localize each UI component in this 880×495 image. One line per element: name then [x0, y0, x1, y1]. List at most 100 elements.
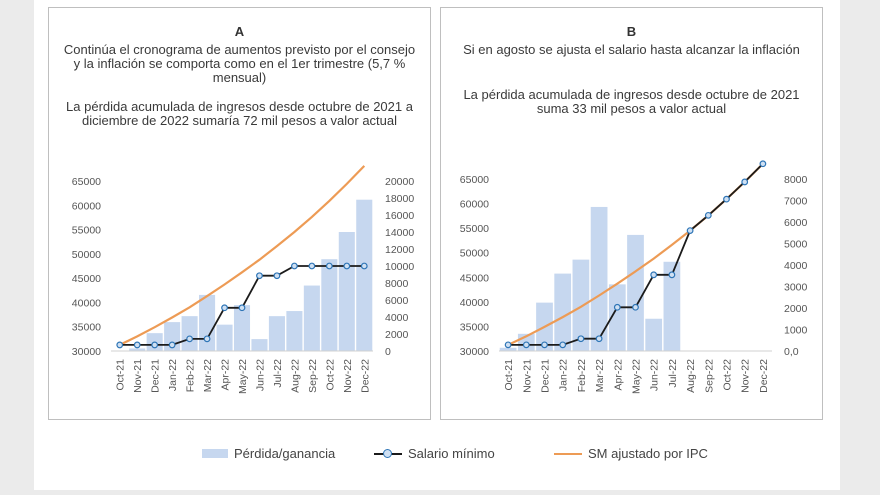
- chart-a-salario-point: [360, 262, 368, 270]
- chart-a-salario-point: [325, 262, 333, 270]
- chart-b-category-label: Dec-22: [758, 359, 770, 393]
- chart-b-right-tick: 7000: [784, 196, 808, 208]
- chart-a-category-label: Mar-22: [202, 359, 214, 392]
- chart-b-salario-point: [522, 341, 530, 349]
- chart-b-category-label: Nov-21: [521, 359, 533, 393]
- chart-b-salario-point: [577, 335, 585, 343]
- chart-a-category-label: Nov-22: [342, 359, 354, 393]
- chart-a-category-label: Jul-22: [272, 359, 284, 388]
- chart-b-salario-point: [613, 303, 621, 311]
- chart-legend: Pérdida/ganancia Salario mínimo SM ajust…: [34, 446, 840, 466]
- chart-b-salario-point: [668, 271, 676, 279]
- chart-a-right-tick: 8000: [385, 278, 409, 290]
- chart-a-bar-apr-22: [216, 324, 233, 351]
- chart-a-category-label: Apr-22: [220, 359, 232, 391]
- chart-b-bar-may-22: [627, 234, 644, 351]
- legend-label-perdida: Pérdida/ganancia: [234, 446, 336, 461]
- chart-a-bar-aug-22: [286, 311, 303, 351]
- chart-a-right-tick: 18000: [385, 193, 414, 205]
- chart-a-right-tick: 14000: [385, 227, 414, 239]
- chart-b-category-label: Nov-22: [740, 359, 752, 393]
- chart-a-category-label: Jun-22: [254, 359, 266, 391]
- chart-b-right-tick: 6000: [784, 217, 808, 229]
- chart-a-bar-mar-22: [199, 294, 216, 351]
- chart-b-bar-mar-22: [590, 206, 608, 351]
- chart-a-salario-point: [186, 335, 194, 343]
- chart-b-left-tick: 35000: [460, 321, 489, 333]
- chart-b-bar-jul-22: [663, 261, 681, 351]
- chart-b-category-label: Aug-22: [685, 359, 697, 393]
- panel-b: B Si en agosto se ajusta el salario hast…: [440, 7, 823, 420]
- chart-b-salario-point: [741, 178, 749, 186]
- chart-a-category-label: Sep-22: [307, 359, 319, 393]
- chart-a-bar-feb-22: [181, 316, 198, 351]
- panel-b-loss-text: La pérdida acumulada de ingresos desde o…: [463, 87, 800, 116]
- chart-a-left-tick: 40000: [72, 297, 101, 309]
- chart-b-salario-point: [723, 195, 730, 203]
- panel-b-title: B: [626, 24, 637, 39]
- chart-a-category-label: Oct-21: [115, 359, 127, 391]
- chart-a-sm-ajustado-line: [119, 165, 366, 346]
- legend-swatch-sm: [554, 449, 582, 459]
- panel-a-scenario-text: Continúa el cronograma de aumentos previ…: [63, 42, 416, 85]
- chart-a-salario-point: [238, 304, 246, 312]
- chart-a-left-tick: 45000: [72, 273, 101, 285]
- chart-a-category-label: Oct-22: [324, 359, 336, 391]
- chart-b: 6500060000550005000045000400003500030000…: [460, 160, 808, 394]
- chart-b-salario-point: [650, 271, 658, 279]
- chart-a-category-label: May-22: [237, 359, 249, 394]
- chart-b-left-tick: 45000: [460, 272, 489, 284]
- legend-swatch-bar: [202, 449, 228, 458]
- panel-a-loss-text: La pérdida acumulada de ingresos desde o…: [66, 99, 413, 128]
- chart-b-category-label: Dec-21: [540, 359, 552, 393]
- chart-a-right-tick: 6000: [385, 295, 409, 307]
- legend-item-perdida: Pérdida/ganancia: [202, 446, 335, 461]
- chart-b-left-tick: 65000: [460, 174, 489, 186]
- legend-label-salario: Salario mínimo: [408, 446, 495, 461]
- chart-a-right-tick: 16000: [385, 210, 414, 222]
- chart-a-right-tick: 4000: [385, 312, 409, 324]
- chart-b-salario-point: [686, 227, 694, 235]
- chart-a-left-tick: 55000: [72, 225, 101, 237]
- chart-b-salario-point: [759, 160, 767, 168]
- chart-b-left-tick: 50000: [460, 248, 489, 260]
- panel-a-title: A: [234, 24, 245, 39]
- chart-a-left-tick: 35000: [72, 322, 101, 334]
- chart-b-left-tick: 60000: [460, 199, 489, 211]
- chart-a-salario-point: [256, 272, 263, 280]
- chart-a-left-tick: 65000: [72, 176, 101, 188]
- chart-b-right-tick: 1000: [784, 325, 808, 337]
- chart-b-right-tick: 0,0: [784, 346, 799, 358]
- chart-a-salario-point: [343, 262, 351, 270]
- chart-b-salario-point: [595, 335, 603, 343]
- chart-b-bar-jun-22: [645, 318, 663, 351]
- chart-a-bar-dec-22: [356, 199, 373, 351]
- chart-b-category-label: Mar-22: [594, 359, 606, 392]
- chart-b-bar-feb-22: [572, 259, 590, 351]
- chart-a-bar-jul-22: [268, 316, 285, 351]
- chart-a-left-tick: 50000: [72, 249, 101, 261]
- legend-item-sm-ajustado: SM ajustado por IPC: [554, 446, 708, 461]
- chart-b-bar-jan-22: [554, 273, 572, 351]
- chart-a-left-tick: 30000: [72, 346, 101, 358]
- chart-a-category-label: Nov-21: [132, 359, 144, 393]
- chart-a-salario-point: [290, 262, 298, 270]
- chart-a-category-label: Aug-22: [289, 359, 301, 393]
- panel-b-scenario-text: Si en agosto se ajusta el salario hasta …: [463, 42, 800, 57]
- chart-a-category-label: Jan-22: [167, 359, 179, 391]
- chart-a-bar-may-22: [233, 305, 251, 351]
- chart-b-category-label: Apr-22: [612, 359, 624, 391]
- chart-a-salario-point: [308, 262, 316, 270]
- chart-b-category-label: Jan-22: [558, 359, 570, 391]
- chart-a-right-tick: 2000: [385, 329, 409, 341]
- chart-a-salario-point: [133, 341, 141, 349]
- chart-a-bar-nov-22: [338, 232, 355, 351]
- chart-b-bar-apr-22: [608, 284, 626, 351]
- chart-a-right-tick: 12000: [385, 244, 414, 256]
- chart-b-category-label: May-22: [631, 359, 643, 394]
- chart-b-category-label: Sep-22: [703, 359, 715, 393]
- chart-a-right-tick: 0: [385, 346, 391, 358]
- chart-b-salario-point: [541, 341, 548, 349]
- chart-b-right-tick: 2000: [784, 303, 808, 315]
- chart-b-bar-oct-21: [499, 347, 517, 351]
